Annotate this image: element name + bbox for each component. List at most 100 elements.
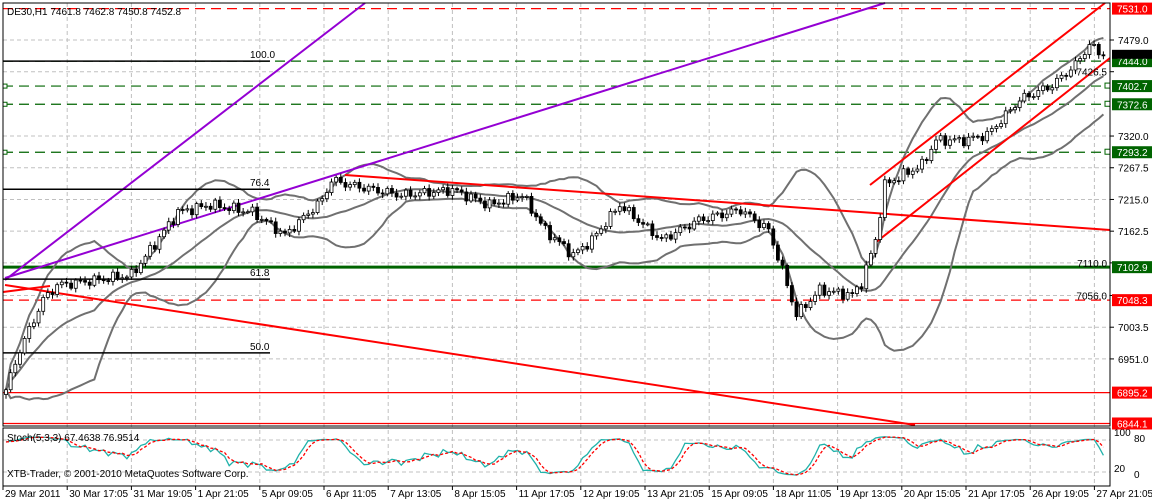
candle-body xyxy=(1078,58,1083,62)
candle-body xyxy=(948,139,952,146)
time-tick-label: 31 Mar 19:05 xyxy=(133,489,192,500)
candle-body xyxy=(222,207,227,210)
candle-body xyxy=(1045,85,1050,91)
candle-body xyxy=(510,193,515,201)
price-level-value: 7402.7 xyxy=(1117,82,1148,93)
candle-body xyxy=(380,192,385,195)
candle-body xyxy=(478,197,483,202)
candle-body xyxy=(952,138,957,141)
time-tick-label: 7 Apr 13:05 xyxy=(390,489,442,500)
price-level-value: 7102.9 xyxy=(1117,263,1148,274)
candle-body xyxy=(469,193,473,202)
candle-body xyxy=(399,195,404,198)
candle-body xyxy=(22,338,27,354)
candle-body xyxy=(794,301,799,318)
price-tick-label: 7162.5 xyxy=(1118,227,1149,238)
candle-body xyxy=(576,249,580,253)
candle-body xyxy=(887,179,892,184)
candle-body xyxy=(1082,54,1087,59)
candle-body xyxy=(1013,107,1017,111)
candle-body xyxy=(287,229,292,234)
current-price-tag xyxy=(1112,49,1152,59)
candle-body xyxy=(1008,109,1013,112)
candle-body xyxy=(13,363,18,374)
candle-body xyxy=(896,180,901,183)
stoch-tick-label: 100 xyxy=(1114,428,1131,439)
candle-body xyxy=(999,123,1003,127)
candle-body xyxy=(715,212,720,215)
candle-body xyxy=(264,218,269,222)
candle-body xyxy=(873,239,878,254)
candle-body xyxy=(138,262,143,274)
stoch-tick-label: 20 xyxy=(1114,464,1126,475)
candle-body xyxy=(64,281,69,284)
candle-body xyxy=(613,210,618,213)
candle-body xyxy=(441,187,446,191)
candle-body xyxy=(836,288,841,292)
price-level-value: 7531.0 xyxy=(1117,5,1148,16)
stochastic-panel xyxy=(5,436,1104,476)
candle-body xyxy=(194,203,199,216)
fib-level-label: 61.8 xyxy=(250,268,270,279)
candle-body xyxy=(413,195,418,198)
candle-body xyxy=(445,187,450,196)
candle-body xyxy=(111,271,115,282)
candle-body xyxy=(943,135,948,146)
time-tick-label: 12 Apr 19:05 xyxy=(583,489,640,500)
candle-body xyxy=(83,280,87,283)
price-tick-label: 6951.0 xyxy=(1118,355,1149,366)
candles xyxy=(4,40,1106,399)
price-level-value: 7048.3 xyxy=(1117,296,1148,307)
candle-body xyxy=(962,137,966,147)
candle-body xyxy=(8,372,13,391)
candle-body xyxy=(580,246,585,251)
candle-body xyxy=(352,181,357,186)
stoch-tick-label: 80 xyxy=(1134,434,1146,445)
candle-body xyxy=(841,288,845,300)
price-level-tag xyxy=(1112,80,1152,93)
time-tick-label: 1 Apr 21:05 xyxy=(198,489,250,500)
candle-body xyxy=(371,185,376,188)
candle-body xyxy=(255,206,260,221)
candle-body xyxy=(869,252,873,266)
price-level-value: 6844.1 xyxy=(1117,419,1148,430)
candle-body xyxy=(994,126,999,129)
candle-body xyxy=(831,290,836,293)
candle-body xyxy=(803,304,808,308)
candle-body xyxy=(97,275,101,281)
candle-body xyxy=(450,188,455,196)
candle-body xyxy=(957,137,962,140)
trend-line xyxy=(4,2,886,279)
candle-body xyxy=(985,131,990,142)
candle-body xyxy=(938,135,943,141)
candle-body xyxy=(199,203,204,208)
candle-body xyxy=(259,218,264,221)
price-tick-label: 7056.0 xyxy=(1076,291,1107,302)
candle-body xyxy=(845,292,850,300)
candle-body xyxy=(813,294,817,302)
candle-body xyxy=(176,209,180,225)
candle-body xyxy=(148,245,153,257)
candle-body xyxy=(627,207,631,212)
trend-line xyxy=(2,285,51,293)
candle-body xyxy=(678,226,683,234)
price-level-tag xyxy=(1112,98,1152,111)
candle-body xyxy=(664,234,669,239)
candle-body xyxy=(1041,85,1045,91)
fib-level-label: 76.4 xyxy=(250,178,270,189)
candle-body xyxy=(1096,44,1101,56)
candle-body xyxy=(376,187,380,194)
level-marker xyxy=(1104,100,1111,107)
candle-body xyxy=(180,209,185,211)
candle-body xyxy=(599,228,604,234)
candle-body xyxy=(273,221,278,234)
candle-body xyxy=(571,252,576,258)
candle-body xyxy=(1003,110,1008,125)
candle-body xyxy=(431,192,436,197)
candle-body xyxy=(320,198,325,202)
bollinger-bands xyxy=(5,36,1105,401)
candle-body xyxy=(915,168,920,172)
candle-body xyxy=(659,237,664,239)
